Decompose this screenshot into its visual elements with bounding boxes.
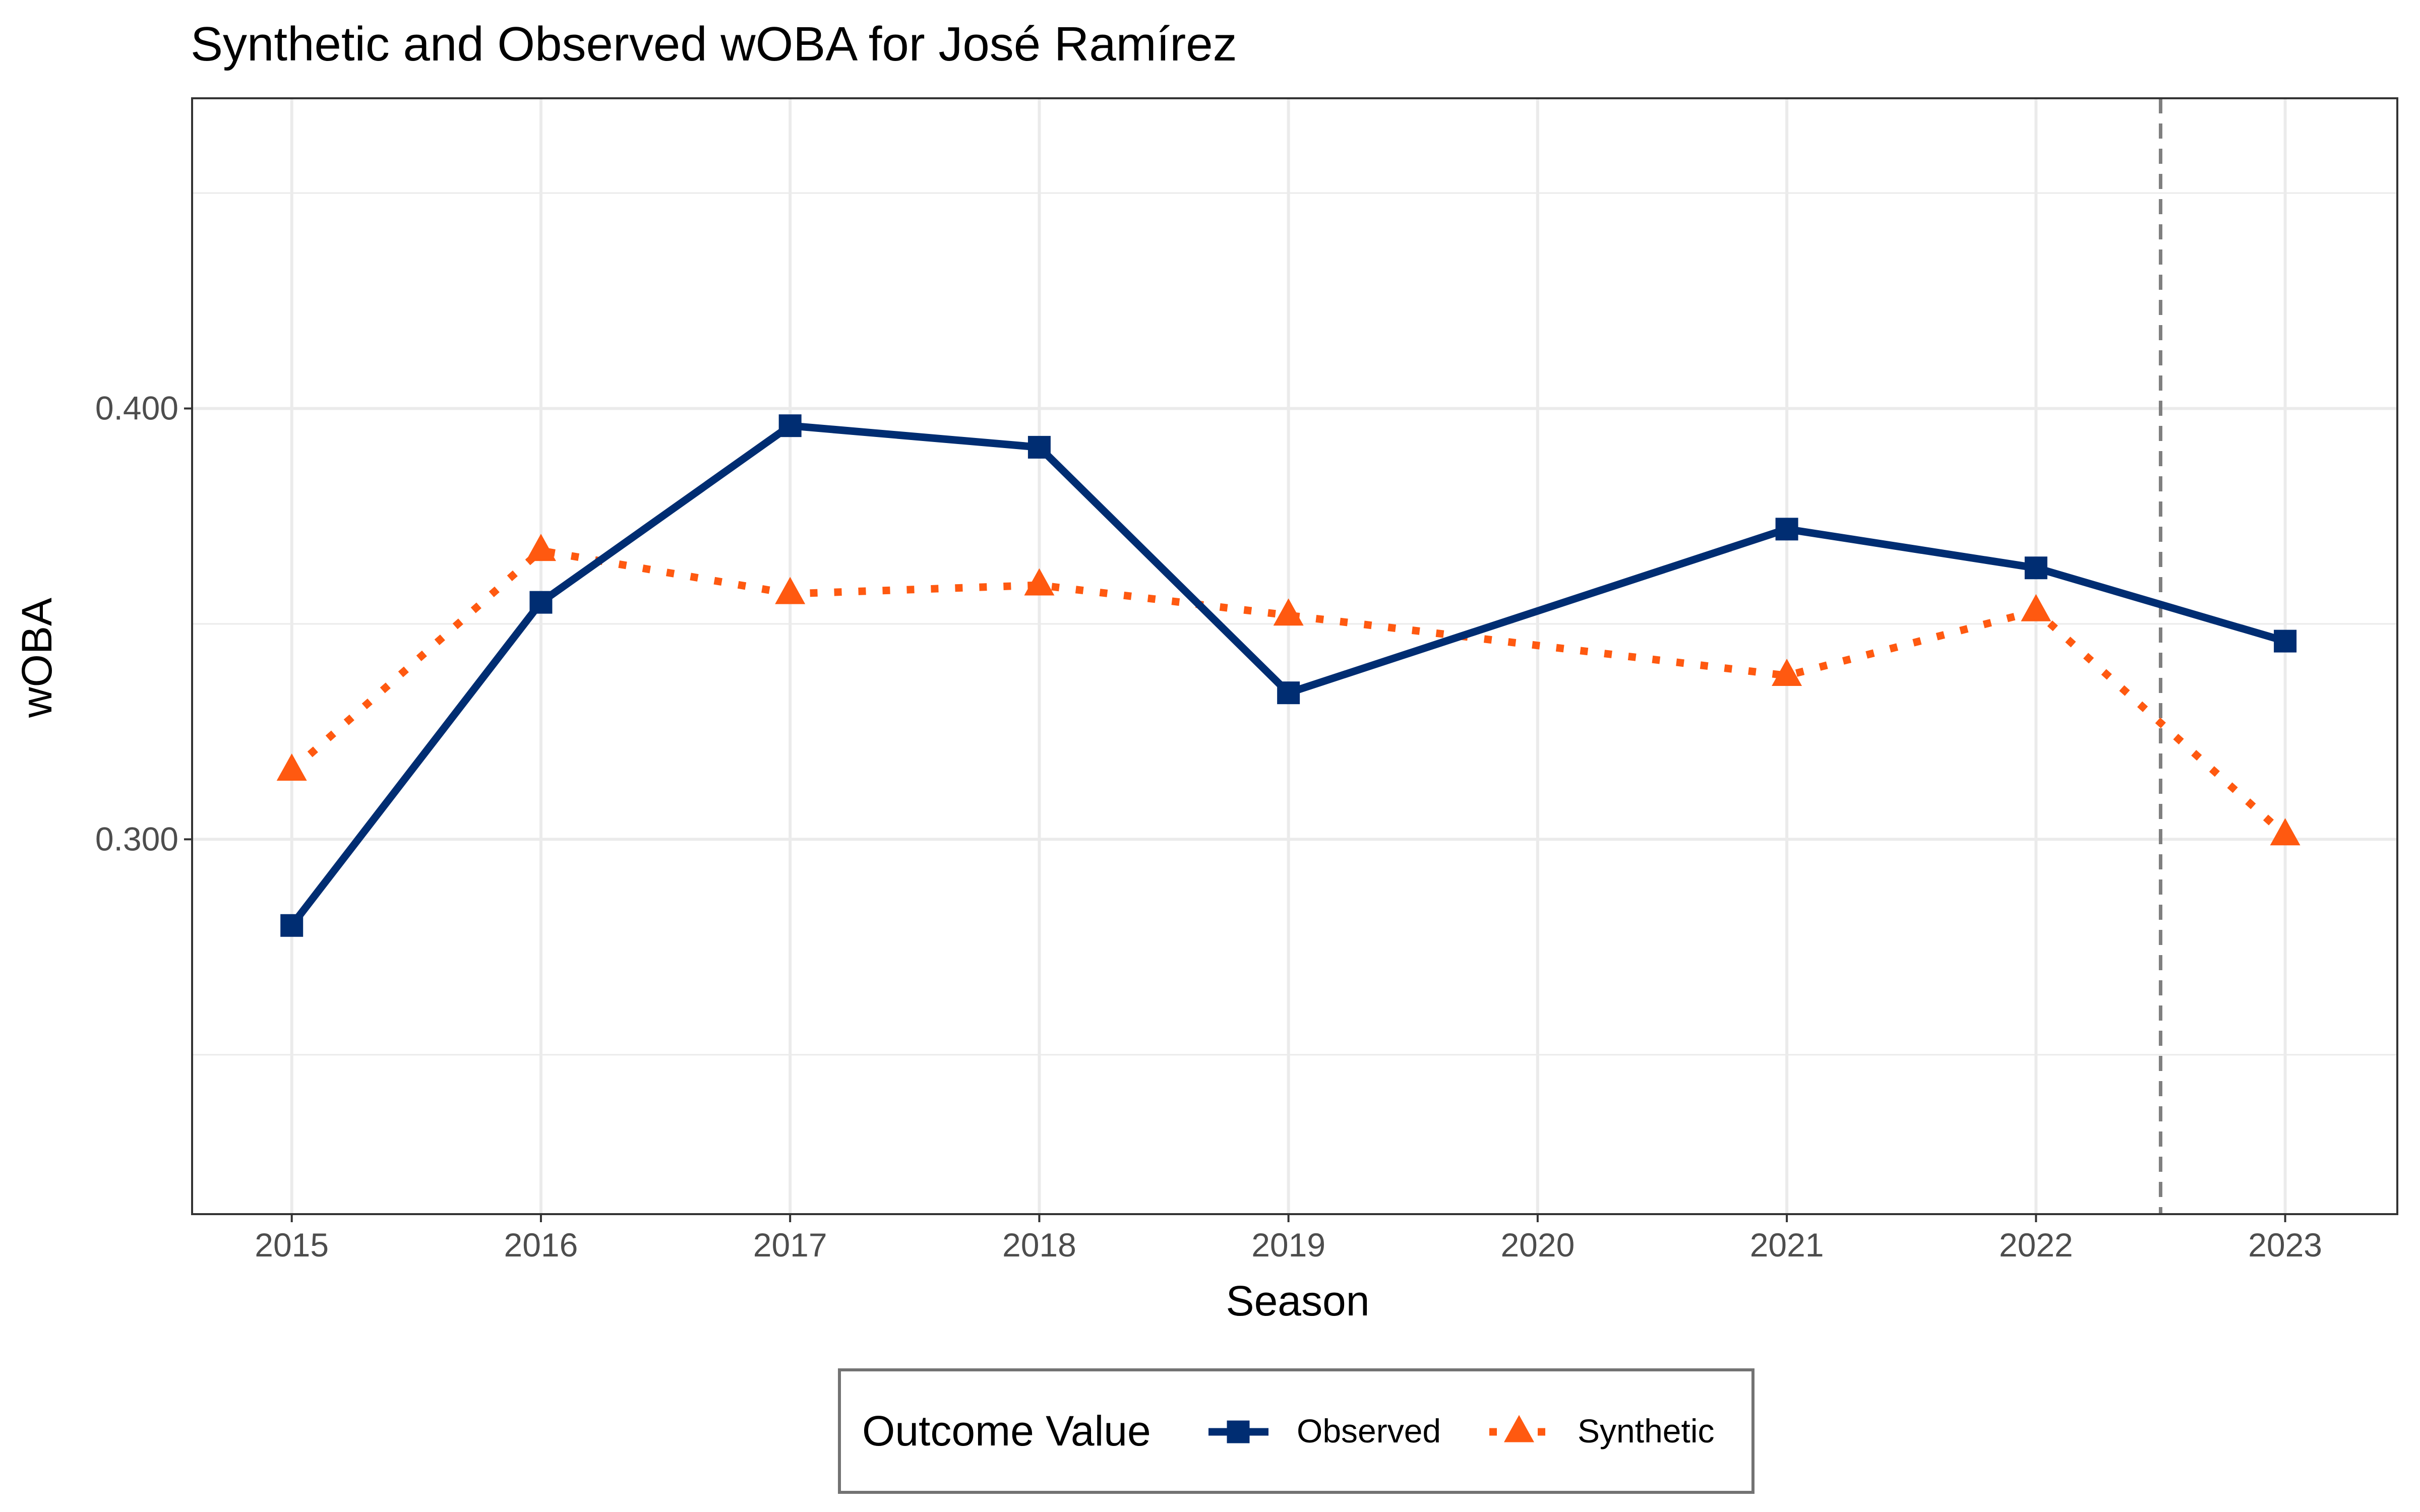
x-tick-label: 2020: [1500, 1226, 1575, 1264]
data-point-synthetic: [1273, 598, 1304, 626]
legend-label-synthetic: Synthetic: [1578, 1412, 1714, 1450]
legend-key-observed: [1208, 1420, 1268, 1443]
x-tick-label: 2018: [1002, 1226, 1076, 1264]
plot-border: [191, 97, 2398, 1215]
data-point-observed: [2274, 629, 2297, 653]
series-line-observed: [288, 422, 2286, 928]
x-tick-label: 2022: [1999, 1226, 2073, 1264]
data-point-observed: [778, 414, 802, 437]
x-tick-label: 2016: [504, 1226, 578, 1264]
legend-title: Outcome Value: [862, 1407, 1151, 1455]
x-tick-label: 2017: [753, 1226, 827, 1264]
legend-box: [838, 1368, 1754, 1494]
data-point-synthetic: [1772, 658, 1802, 686]
axis-ticks: 0.300 0.400 2015 2016 2017 2018 2019 2020 2021 20…: [95, 389, 2322, 1264]
y-axis-title: wOBA: [13, 598, 60, 718]
data-point-synthetic: [1024, 568, 1055, 596]
grid: [192, 98, 2397, 1214]
data-point-synthetic: [2021, 594, 2051, 621]
x-tick-label: 2023: [2248, 1226, 2322, 1264]
data-point-observed: [1277, 681, 1300, 705]
series-layer: [276, 414, 2301, 937]
legend-label-observed: Observed: [1297, 1412, 1441, 1450]
data-point-synthetic: [775, 577, 806, 604]
x-tick-label: 2021: [1750, 1226, 1824, 1264]
y-tick-label: 0.300: [95, 820, 178, 857]
data-point-observed: [1027, 435, 1051, 459]
x-tick-label: 2019: [1251, 1226, 1325, 1264]
legend: Outcome Value Observed Synthetic: [838, 1368, 1754, 1494]
legend-marker-synthetic: [1504, 1415, 1534, 1442]
data-point-observed: [529, 591, 553, 614]
legend-key-synthetic: [1489, 1415, 1549, 1442]
data-point-synthetic: [276, 753, 307, 781]
data-point-synthetic: [525, 534, 556, 561]
data-point-synthetic: [2270, 818, 2301, 846]
x-axis-title: Season: [1226, 1277, 1370, 1325]
y-tick-label: 0.400: [95, 389, 178, 426]
chart-title: Synthetic and Observed wOBA for José Ram…: [191, 17, 1237, 71]
legend-marker-observed: [1227, 1420, 1250, 1443]
data-point-observed: [1775, 518, 1798, 541]
data-point-observed: [280, 914, 304, 937]
x-tick-label: 2015: [255, 1226, 329, 1264]
data-point-observed: [2024, 556, 2047, 580]
